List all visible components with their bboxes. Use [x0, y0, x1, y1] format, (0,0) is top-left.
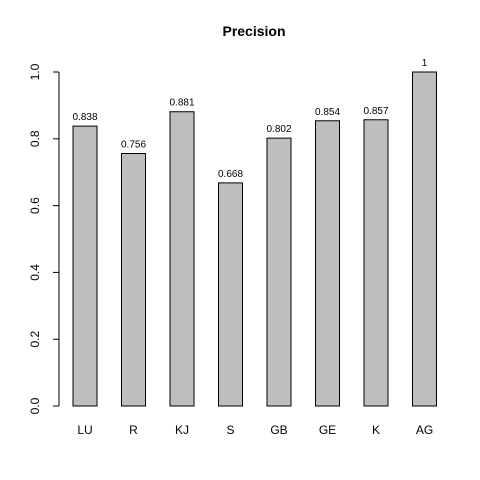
y-tick-label: 0.4: [28, 264, 42, 281]
y-tick-label: 0.8: [28, 130, 42, 147]
bar-r: [121, 152, 146, 407]
data-label: 0.802: [266, 124, 291, 135]
y-tick-label: 0.0: [28, 397, 42, 414]
x-tick-label: K: [372, 423, 380, 437]
bar-lu: [72, 125, 98, 407]
data-label: 0.838: [72, 112, 97, 123]
y-tick-label: 1.0: [28, 63, 42, 80]
data-label: 0.854: [315, 107, 340, 118]
bar-s: [218, 182, 243, 407]
y-tick-label: 0.6: [28, 197, 42, 214]
data-label: 1: [422, 58, 428, 69]
x-tick-label: GB: [270, 423, 287, 437]
bar-ag: [412, 71, 437, 407]
x-tick-label: KJ: [175, 423, 189, 437]
x-tick-label: R: [129, 423, 138, 437]
data-label: 0.668: [218, 169, 243, 180]
x-tick-label: LU: [77, 423, 92, 437]
bars: 0.838 0.756 0.881 0.668 0.802 0.854 0.857 1: [72, 58, 437, 407]
bar-k: [363, 119, 389, 407]
x-tick-label: S: [226, 423, 234, 437]
x-axis-labels: LU R KJ S GB GE K AG: [77, 423, 433, 437]
chart-title: Precision: [222, 23, 285, 39]
bar-kj: [169, 111, 195, 407]
bar-gb: [266, 137, 292, 407]
y-axis: 0.0 0.2 0.4 0.6 0.8 1.0: [28, 63, 59, 414]
y-tick-label: 0.2: [28, 331, 42, 348]
x-tick-label: GE: [319, 423, 336, 437]
data-label: 0.756: [121, 139, 146, 150]
bar-ge: [315, 120, 340, 407]
data-label: 0.881: [169, 98, 194, 109]
x-tick-label: AG: [416, 423, 433, 437]
data-label: 0.857: [363, 106, 388, 117]
